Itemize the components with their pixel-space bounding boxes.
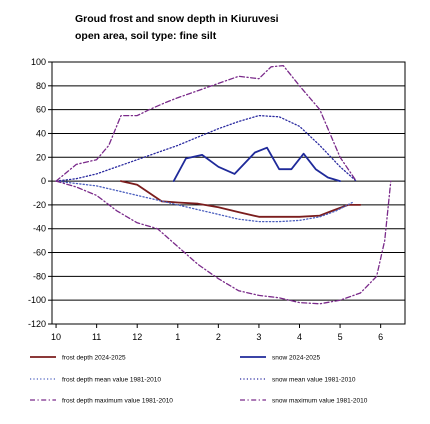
y-tick-label: 0 xyxy=(41,176,46,186)
y-tick-label: 40 xyxy=(36,128,46,138)
y-tick-label: 100 xyxy=(31,57,46,67)
legend: frost depth 2024-2025 snow 2024-2025 frost… xyxy=(30,355,368,405)
x-tick-label: 5 xyxy=(338,332,343,342)
y-tick-label: 20 xyxy=(36,152,46,162)
series-line-5 xyxy=(55,180,392,305)
y-tick-label: -60 xyxy=(33,248,46,258)
legend-label: frost depth maximum value 1981-2010 xyxy=(62,398,173,405)
y-tick-label: 60 xyxy=(36,105,46,115)
x-tick-label: 11 xyxy=(92,332,101,342)
x-tick-label: 2 xyxy=(216,332,221,342)
series-lines xyxy=(55,64,392,305)
x-tick-label: 12 xyxy=(132,332,142,342)
series-line-3 xyxy=(55,180,353,223)
legend-label: snow mean value 1981-2010 xyxy=(272,377,356,384)
plot-area xyxy=(51,61,406,325)
legend-label: frost depth 2024-2025 xyxy=(62,355,126,362)
x-axis-ticks: 10 11 12 1 2 3 4 5 6 xyxy=(51,324,383,342)
legend-label: frost depth mean value 1981-2010 xyxy=(62,377,161,384)
x-tick-label: 6 xyxy=(378,332,383,342)
y-tick-label: -40 xyxy=(33,224,46,234)
y-tick-label: -100 xyxy=(28,295,46,305)
series-line-2 xyxy=(172,146,342,183)
legend-label: snow 2024-2025 xyxy=(272,355,320,362)
x-tick-label: 1 xyxy=(175,332,180,342)
y-axis-ticks: 100 80 60 40 20 0 -20 -40 -60 -80 -100 -120 xyxy=(28,57,52,329)
series-line-4 xyxy=(55,114,357,182)
series-line-1 xyxy=(120,180,362,218)
chart-title: Groud frost and snow depth in Kiuruvesi xyxy=(75,13,279,25)
y-tick-label: -20 xyxy=(33,200,46,210)
x-tick-label: 4 xyxy=(297,332,302,342)
y-tick-label: -80 xyxy=(33,271,46,281)
legend-label: snow maximum value 1981-2010 xyxy=(272,398,368,405)
series-line-6 xyxy=(55,64,357,182)
x-tick-label: 3 xyxy=(256,332,261,342)
y-tick-label: -120 xyxy=(28,319,46,329)
chart-subtitle: open area, soil type: fine silt xyxy=(75,30,217,42)
y-tick-label: 80 xyxy=(36,81,46,91)
x-tick-label: 10 xyxy=(51,332,61,342)
